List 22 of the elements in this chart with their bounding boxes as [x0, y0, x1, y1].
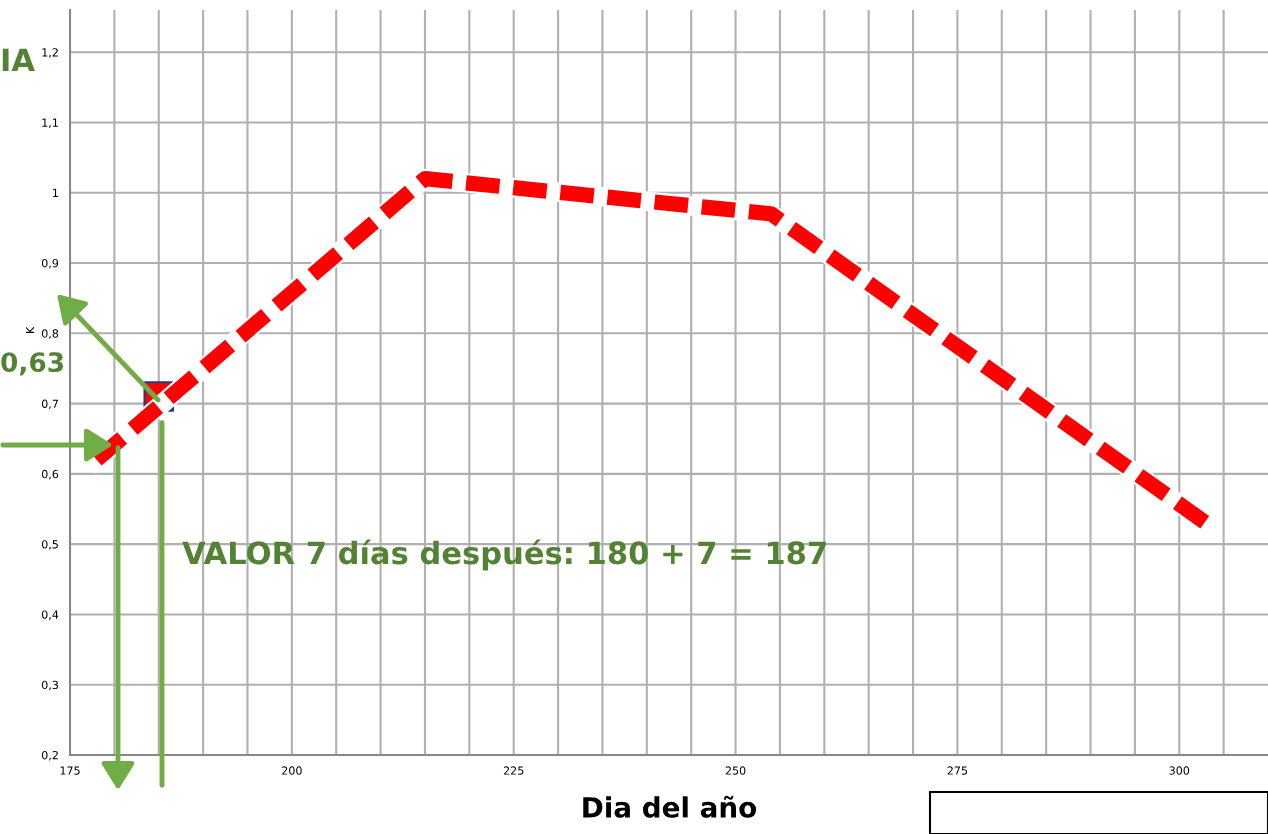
x-tick-label: 300: [1169, 766, 1190, 775]
y-tick-label: 0,3: [41, 680, 58, 691]
x-axis-title: Dia del año: [583, 795, 757, 818]
x-tick-label: 250: [725, 766, 746, 775]
x-tick-label: 225: [503, 766, 524, 775]
x-tick-label: 275: [947, 766, 968, 775]
text: IA: [2, 48, 35, 71]
y-tick-label: 0,8: [41, 329, 59, 339]
text: 0,63: [1, 352, 64, 376]
y-axis-title: K: [26, 326, 35, 333]
y-tick-label: 0,9: [41, 258, 59, 269]
x-tick-label: 200: [282, 766, 302, 775]
x-tick-label: 175: [60, 766, 80, 775]
y-tick-label: 1: [53, 188, 58, 197]
y-tick-label: 1,2: [42, 48, 58, 58]
y-tick-label: 0,5: [41, 540, 58, 550]
y-tick-label: 0,7: [41, 399, 58, 410]
y-tick-label: 0,4: [41, 610, 59, 620]
y-tick-label: 0,2: [41, 750, 58, 761]
annotation: VALOR 7 días después: 180 + 7 = 187: [182, 539, 826, 571]
y-tick-label: 0,6: [41, 469, 59, 480]
y-tick-label: 1,1: [42, 118, 58, 128]
